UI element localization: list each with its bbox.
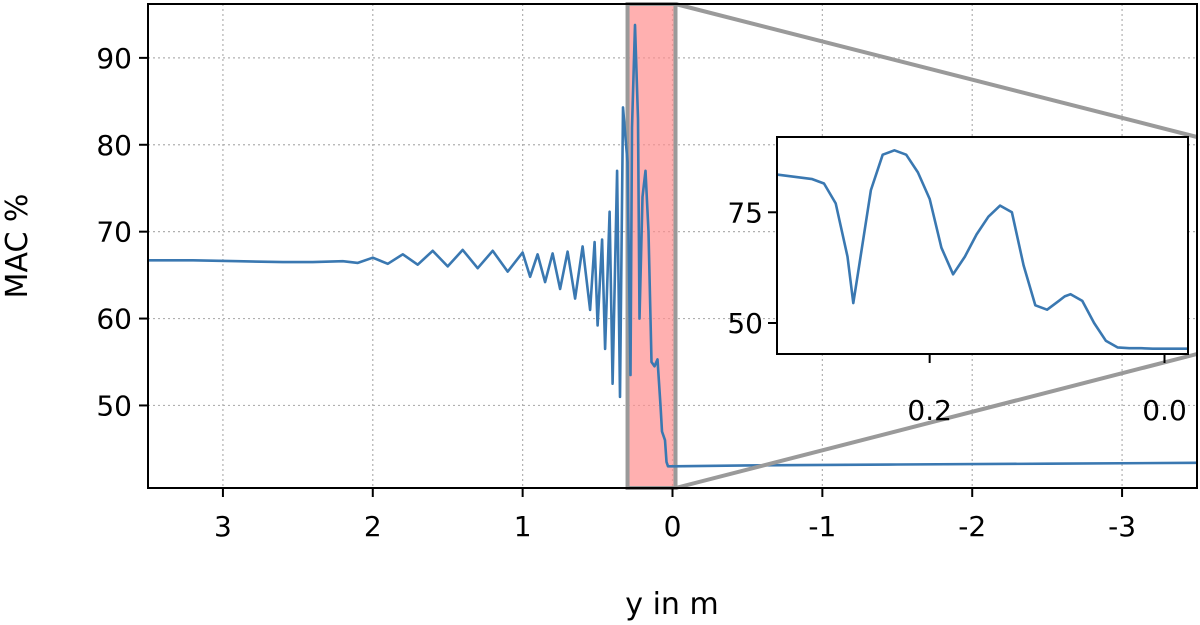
inset-x-tick-label: 0.0 — [1142, 394, 1187, 427]
inset-x-tick-label: 0.2 — [907, 394, 952, 427]
x-axis-label: y in m — [625, 587, 718, 622]
series-line — [148, 23, 1198, 468]
series-layer — [148, 23, 1198, 468]
inset-frame — [776, 136, 1189, 355]
x-tick-label: 0 — [664, 510, 682, 543]
x-tick-label: 2 — [364, 510, 382, 543]
y-tick-label: 80 — [96, 129, 132, 162]
x-tick-label: -2 — [958, 510, 986, 543]
axes: 3 2 1 0 -1 -2 -3 50 60 70 80 90 — [96, 42, 1136, 543]
y-axis-label: MAC % — [0, 194, 35, 299]
inset-background — [777, 137, 1188, 354]
zoom-connector-top — [675, 2, 1198, 139]
inset-y-tick-label: 50 — [727, 307, 763, 340]
y-tick-label: 70 — [96, 216, 132, 249]
y-tick-label: 50 — [96, 389, 132, 422]
zoom-connector-lines — [674, 2, 1198, 490]
zoom-connector-bottom — [674, 352, 1198, 490]
y-tick-label: 60 — [96, 303, 132, 336]
x-tick-label: -1 — [808, 510, 836, 543]
inset-series-line — [776, 149, 1188, 351]
inset-y-tick-label: 75 — [727, 196, 763, 229]
x-tick-label: -3 — [1108, 510, 1136, 543]
inset-chart: 0.2 0.0 50 75 — [727, 136, 1189, 427]
y-tick-label: 90 — [96, 42, 132, 75]
x-tick-label: 1 — [514, 510, 532, 543]
x-tick-label: 3 — [214, 510, 232, 543]
